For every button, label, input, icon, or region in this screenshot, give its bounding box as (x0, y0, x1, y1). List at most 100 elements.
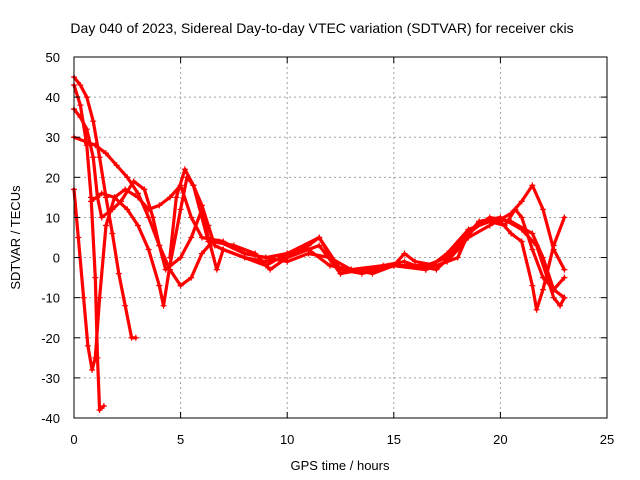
data-point (390, 262, 397, 269)
data-point (211, 242, 218, 249)
data-point (476, 218, 483, 225)
data-point (90, 154, 97, 161)
data-point (444, 250, 451, 257)
data-point (188, 274, 195, 281)
data-point (96, 154, 103, 161)
series-line (72, 83, 106, 412)
data-point (540, 286, 547, 293)
data-point (124, 174, 131, 181)
data-point (529, 230, 536, 237)
data-point (533, 306, 540, 313)
data-point (412, 258, 419, 265)
data-point (198, 234, 205, 241)
data-point (177, 206, 184, 213)
y-tick-label: -10 (41, 291, 60, 306)
data-point (130, 178, 137, 185)
data-point (111, 194, 118, 201)
data-point (497, 218, 504, 225)
data-point (124, 206, 131, 213)
data-point (518, 198, 525, 205)
data-point (96, 406, 103, 413)
data-point (550, 294, 557, 301)
data-point (100, 402, 107, 409)
series-line (168, 167, 566, 312)
data-point (188, 214, 195, 221)
data-point (134, 190, 141, 197)
data-point (198, 214, 205, 221)
data-point (96, 294, 103, 301)
data-point (188, 234, 195, 241)
y-tick-label: -30 (41, 371, 60, 386)
data-point (454, 254, 461, 261)
data-point (529, 182, 536, 189)
data-point (557, 302, 564, 309)
data-point (156, 282, 163, 289)
data-point (77, 82, 84, 89)
data-point (98, 214, 105, 221)
data-point (284, 250, 291, 257)
data-point (88, 198, 95, 205)
data-point (166, 262, 173, 269)
data-point (550, 242, 557, 249)
series-track-d (71, 106, 568, 277)
data-point (80, 294, 87, 301)
data-point (215, 238, 222, 245)
data-point (508, 230, 515, 237)
data-point (122, 302, 129, 309)
y-tick-label: 30 (46, 130, 60, 145)
chart-title: Day 040 of 2023, Sidereal Day-to-day VTE… (70, 20, 573, 36)
data-point (316, 234, 323, 241)
data-point (102, 150, 109, 157)
data-point (75, 234, 82, 241)
x-axis-label: GPS time / hours (291, 458, 390, 473)
x-tick-label: 10 (280, 432, 294, 447)
data-point (262, 262, 269, 269)
data-point (561, 266, 568, 273)
data-point (89, 366, 96, 373)
y-tick-label: 10 (46, 210, 60, 225)
data-point (267, 266, 274, 273)
data-point (145, 246, 152, 253)
y-tick-label: 0 (53, 251, 60, 266)
x-tick-label: 15 (387, 432, 401, 447)
data-point (77, 102, 84, 109)
data-point (369, 270, 376, 277)
series-line (89, 175, 566, 308)
data-point (190, 182, 197, 189)
data-point (166, 254, 173, 261)
data-point (262, 254, 269, 261)
data-point (205, 238, 212, 245)
data-point (326, 262, 333, 269)
data-point (134, 222, 141, 229)
data-point (316, 242, 323, 249)
data-point (561, 294, 568, 301)
data-point (166, 194, 173, 201)
y-tick-label: -20 (41, 331, 60, 346)
data-point (160, 302, 167, 309)
data-point (213, 266, 220, 273)
data-point (141, 186, 148, 193)
data-point (518, 238, 525, 245)
data-point (94, 354, 101, 361)
data-point (177, 282, 184, 289)
data-point (156, 242, 163, 249)
data-point (401, 258, 408, 265)
data-point (132, 334, 139, 341)
x-tick-label: 25 (600, 432, 614, 447)
data-point (115, 270, 122, 277)
data-point (83, 94, 90, 101)
data-point (326, 254, 333, 261)
x-tick-label: 0 (70, 432, 77, 447)
data-point (284, 258, 291, 265)
data-point (518, 214, 525, 221)
data-point (305, 250, 312, 257)
data-point (181, 166, 188, 173)
y-tick-label: 40 (46, 90, 60, 105)
data-point (380, 262, 387, 269)
data-point (98, 190, 105, 197)
data-point (512, 206, 519, 213)
data-point (561, 214, 568, 221)
data-point (205, 222, 212, 229)
plot-frame (73, 56, 608, 419)
